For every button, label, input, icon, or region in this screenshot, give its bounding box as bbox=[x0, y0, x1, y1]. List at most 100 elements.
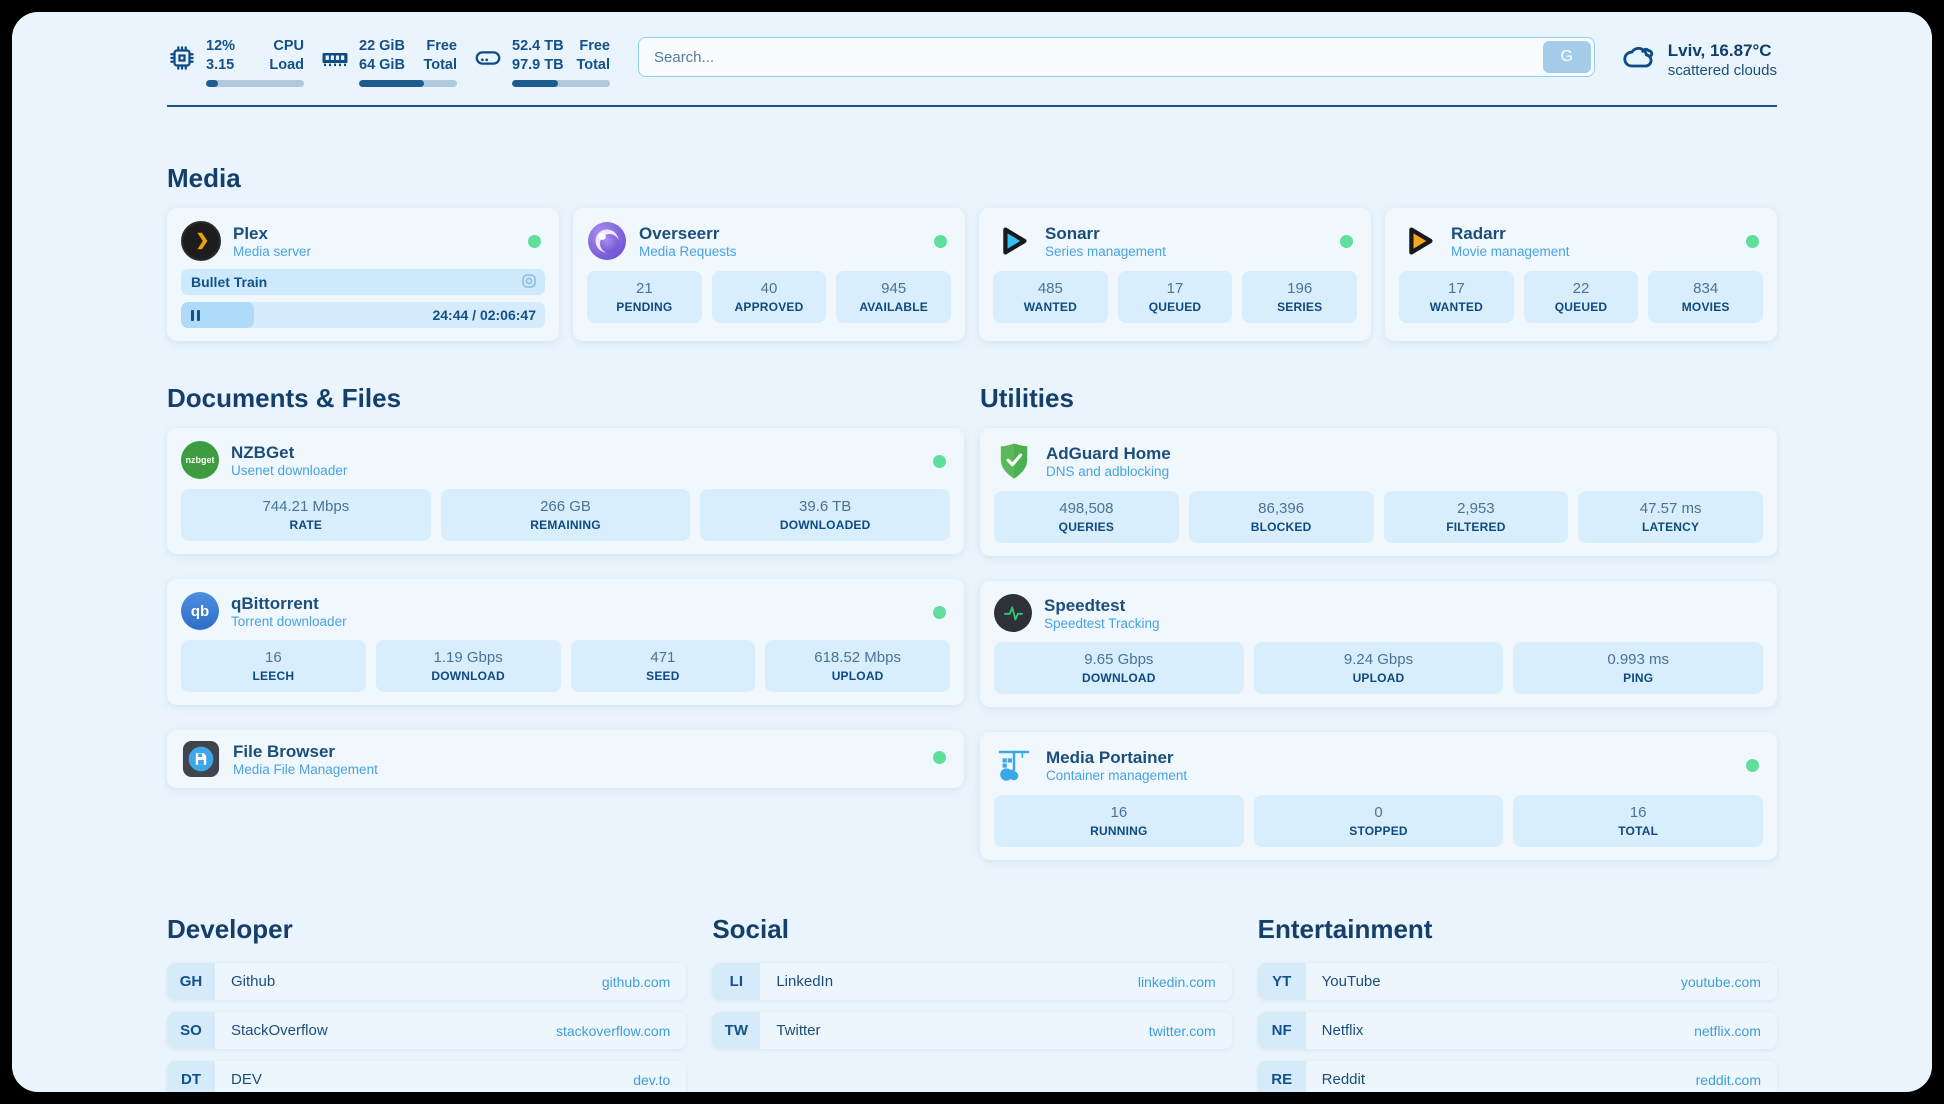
card-radarr[interactable]: Radarr Movie management 17 WANTED 22 QUEUE… bbox=[1385, 208, 1777, 342]
stat-box: 266 GB REMAINING bbox=[440, 489, 691, 542]
app-subtitle: Torrent downloader bbox=[231, 614, 347, 630]
app-title: Overseerr bbox=[639, 224, 720, 244]
memory-total-label: Total bbox=[423, 57, 457, 74]
link-reddit[interactable]: RE Reddit reddit.com bbox=[1257, 1061, 1777, 1092]
status-dot bbox=[1340, 235, 1353, 249]
app-subtitle: DNS and adblocking bbox=[1046, 464, 1170, 480]
memory-total-value: 64 GiB bbox=[359, 57, 405, 74]
stat-box: 9.65 Gbps DOWNLOAD bbox=[994, 642, 1244, 695]
entertainment-column: Entertainment YT YouTube youtube.com NF … bbox=[1257, 914, 1777, 1092]
app-subtitle: Usenet downloader bbox=[231, 463, 348, 479]
cpu-load-label: Load bbox=[269, 57, 304, 74]
app-subtitle: Media File Management bbox=[233, 762, 378, 778]
card-filebrowser[interactable]: File Browser Media File Management bbox=[167, 730, 964, 789]
link-badge: TW bbox=[712, 1012, 761, 1050]
card-sonarr[interactable]: Sonarr Series management 485 WANTED 17 QUE… bbox=[979, 208, 1371, 342]
stat-box: 22 QUEUED bbox=[1523, 271, 1639, 324]
link-badge: YT bbox=[1257, 963, 1306, 1001]
memory-progress-bar bbox=[359, 80, 457, 88]
now-playing-title: Bullet Train bbox=[191, 274, 268, 291]
utilities-column: Utilities AdGuard Home DNS and adblockin… bbox=[980, 383, 1777, 861]
cpu-load-value: 3.15 bbox=[206, 57, 235, 74]
pause-icon[interactable] bbox=[191, 309, 200, 321]
link-github[interactable]: GH Github github.com bbox=[167, 963, 687, 1001]
memory-free-value: 22 GiB bbox=[359, 38, 405, 54]
link-linkedin[interactable]: LI LinkedIn linkedin.com bbox=[712, 963, 1232, 1001]
search-engine-button[interactable]: G bbox=[1542, 41, 1591, 73]
link-youtube[interactable]: YT YouTube youtube.com bbox=[1257, 963, 1777, 1001]
stat-box: 0 STOPPED bbox=[1253, 795, 1504, 848]
card-overseerr[interactable]: Overseerr Media Requests 21 PENDING 40 APP… bbox=[573, 208, 965, 342]
status-dot bbox=[1746, 235, 1759, 249]
app-title: NZBGet bbox=[231, 443, 295, 463]
stat-box: 2,953 FILTERED bbox=[1383, 491, 1569, 544]
card-portainer[interactable]: Media Portainer Container management 16 R… bbox=[980, 732, 1777, 861]
disk-total-label: Total bbox=[576, 57, 610, 74]
topbar: 12% CPU 3.15 Load 22 GiB Free 64 GiB Total bbox=[167, 37, 1777, 88]
app-title: qBittorrent bbox=[231, 594, 319, 614]
section-title-media: Media bbox=[167, 163, 241, 194]
link-dev[interactable]: DT DEV dev.to bbox=[167, 1061, 687, 1092]
app-title: Sonarr bbox=[1045, 224, 1100, 244]
disk-free-label: Free bbox=[579, 38, 610, 54]
topbar-divider bbox=[167, 105, 1777, 108]
filebrowser-icon bbox=[181, 739, 221, 779]
stat-box: 21 PENDING bbox=[587, 271, 702, 324]
card-speedtest[interactable]: Speedtest Speedtest Tracking 9.65 Gbps DO… bbox=[980, 581, 1777, 708]
card-plex[interactable]: Plex Media server Bullet Train 24:44 / 0… bbox=[167, 208, 559, 342]
hard-drive-icon bbox=[473, 43, 503, 87]
now-playing-icon[interactable] bbox=[521, 273, 537, 292]
stat-box: 40 APPROVED bbox=[711, 271, 827, 324]
app-title: Media Portainer bbox=[1046, 748, 1174, 768]
plex-icon bbox=[181, 221, 221, 262]
developer-column: Developer GH Github github.com SO StackO… bbox=[167, 914, 687, 1092]
disk-progress-bar bbox=[512, 80, 610, 88]
ram-icon bbox=[320, 43, 350, 87]
status-dot bbox=[933, 751, 946, 765]
search-bar: G bbox=[638, 37, 1595, 77]
link-badge: GH bbox=[167, 963, 215, 1001]
cpu-stat: 12% CPU 3.15 Load bbox=[167, 37, 304, 88]
status-dot bbox=[933, 455, 946, 469]
card-qbittorrent[interactable]: qb qBittorrent Torrent downloader 16 LEEC… bbox=[167, 579, 964, 706]
card-adguard[interactable]: AdGuard Home DNS and adblocking 498,508 Q… bbox=[980, 428, 1777, 557]
memory-free-label: Free bbox=[426, 38, 457, 54]
overseerr-icon bbox=[587, 221, 627, 261]
app-subtitle: Series management bbox=[1045, 244, 1166, 260]
dashboard: 12% CPU 3.15 Load 22 GiB Free 64 GiB Total bbox=[12, 12, 1932, 1092]
disk-stat: 52.4 TB Free 97.9 TB Total bbox=[473, 37, 610, 88]
link-badge: RE bbox=[1257, 1061, 1306, 1092]
nzbget-icon: nzbget bbox=[181, 441, 219, 480]
app-title: Radarr bbox=[1451, 224, 1506, 244]
radarr-icon bbox=[1399, 221, 1439, 261]
app-subtitle: Media Requests bbox=[639, 244, 737, 260]
link-twitter[interactable]: TW Twitter twitter.com bbox=[712, 1012, 1232, 1050]
link-netflix[interactable]: NF Netflix netflix.com bbox=[1257, 1012, 1777, 1050]
system-stats: 12% CPU 3.15 Load 22 GiB Free 64 GiB Total bbox=[167, 37, 610, 88]
social-column: Social LI LinkedIn linkedin.com TW Twitt… bbox=[712, 914, 1232, 1092]
disk-free-value: 52.4 TB bbox=[512, 38, 564, 54]
stat-box: 1.19 Gbps DOWNLOAD bbox=[375, 640, 561, 693]
playback-progress-bar: 24:44 / 02:06:47 bbox=[181, 302, 545, 329]
stat-box: 16 RUNNING bbox=[994, 795, 1244, 848]
app-subtitle: Media server bbox=[233, 244, 312, 260]
link-stackoverflow[interactable]: SO StackOverflow stackoverflow.com bbox=[167, 1012, 687, 1050]
stat-box: 9.24 Gbps UPLOAD bbox=[1253, 642, 1504, 695]
stat-box: 196 SERIES bbox=[1242, 271, 1358, 324]
app-title: File Browser bbox=[233, 742, 336, 762]
stat-box: 485 WANTED bbox=[993, 271, 1108, 324]
cpu-progress-bar bbox=[206, 80, 304, 88]
section-title-entertainment: Entertainment bbox=[1257, 914, 1433, 945]
documents-column: Documents & Files nzbget NZBGet Usenet d… bbox=[167, 383, 964, 860]
card-nzbget[interactable]: nzbget NZBGet Usenet downloader 744.21 M… bbox=[167, 428, 964, 555]
stat-box: 945 AVAILABLE bbox=[836, 271, 952, 324]
qbittorrent-icon: qb bbox=[181, 592, 219, 631]
weather-widget: Lviv, 16.87°C scattered clouds bbox=[1621, 37, 1777, 80]
status-dot bbox=[528, 235, 541, 249]
memory-stat: 22 GiB Free 64 GiB Total bbox=[320, 37, 457, 88]
cloud-icon bbox=[1621, 39, 1657, 80]
section-title-documents: Documents & Files bbox=[167, 383, 402, 414]
status-dot bbox=[934, 235, 947, 249]
search-input[interactable] bbox=[638, 37, 1595, 77]
stat-box: 618.52 Mbps UPLOAD bbox=[765, 640, 950, 693]
